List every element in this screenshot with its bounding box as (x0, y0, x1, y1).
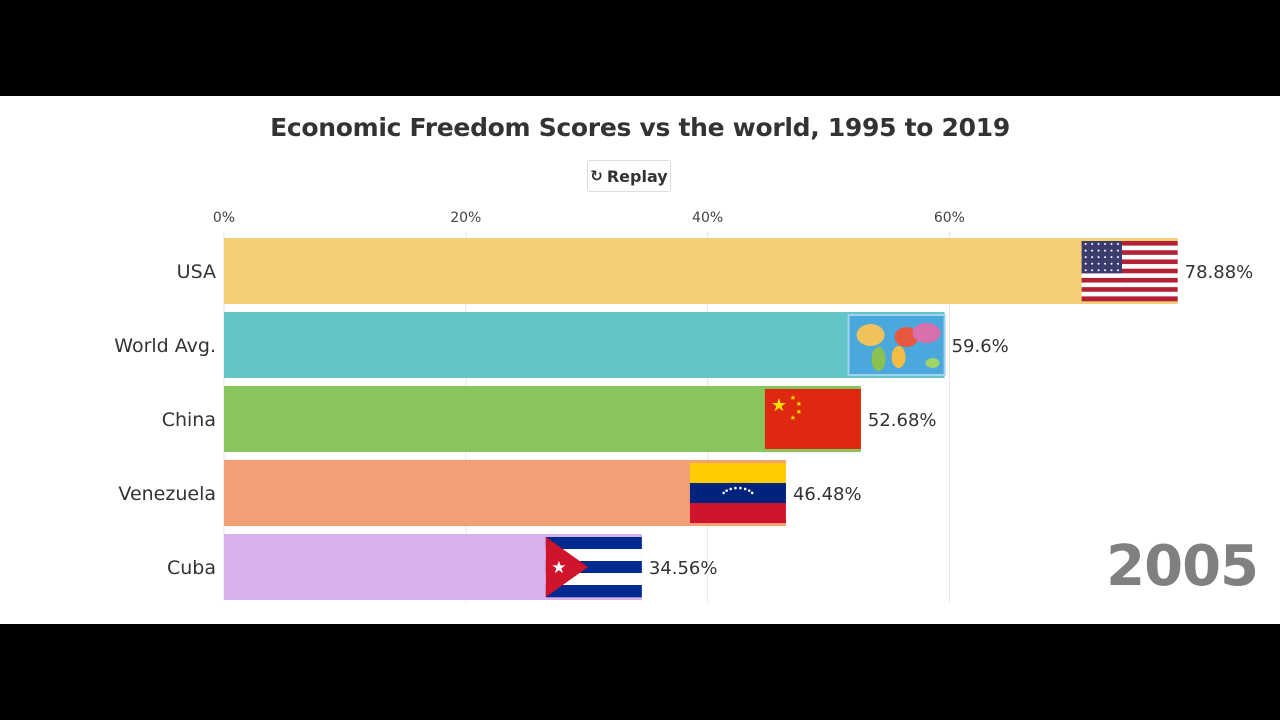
x-tick-label: 20% (450, 210, 481, 226)
x-tick-label: 60% (934, 210, 965, 226)
cuba-flag-icon: ★ (545, 537, 642, 598)
svg-text:★: ★ (790, 414, 796, 422)
replay-icon: ↻ (590, 167, 603, 185)
svg-text:★: ★ (796, 408, 802, 416)
svg-text:★: ★ (796, 400, 802, 408)
value-label: 46.48% (793, 484, 862, 505)
year-label: 2005 (1106, 534, 1259, 599)
world-map-icon (847, 314, 946, 376)
value-label: 78.88% (1185, 262, 1254, 283)
venezuela-flag-icon (689, 463, 786, 523)
svg-text:★: ★ (790, 394, 796, 402)
category-label: Venezuela (118, 483, 216, 505)
category-label: USA (177, 261, 216, 283)
replay-label: Replay (606, 166, 668, 186)
x-tick-label: 40% (692, 210, 723, 226)
bar-usa (224, 238, 1178, 304)
replay-button[interactable]: ↻ Replay (587, 160, 671, 192)
usa-flag-icon (1081, 241, 1178, 302)
category-label: World Avg. (114, 335, 216, 357)
value-label: 34.56% (649, 558, 718, 579)
china-flag-icon: ★ ★★★★ (764, 389, 861, 449)
value-label: 52.68% (868, 410, 937, 431)
category-label: China (162, 409, 216, 431)
value-label: 59.6% (952, 336, 1009, 357)
category-label: Cuba (167, 557, 216, 579)
x-tick-label: 0% (213, 210, 235, 226)
svg-text:★: ★ (771, 395, 787, 415)
chart-title: Economic Freedom Scores vs the world, 19… (270, 113, 1010, 142)
bar-world-avg (224, 312, 945, 378)
bar-china (224, 386, 861, 452)
svg-text:★: ★ (551, 558, 566, 577)
